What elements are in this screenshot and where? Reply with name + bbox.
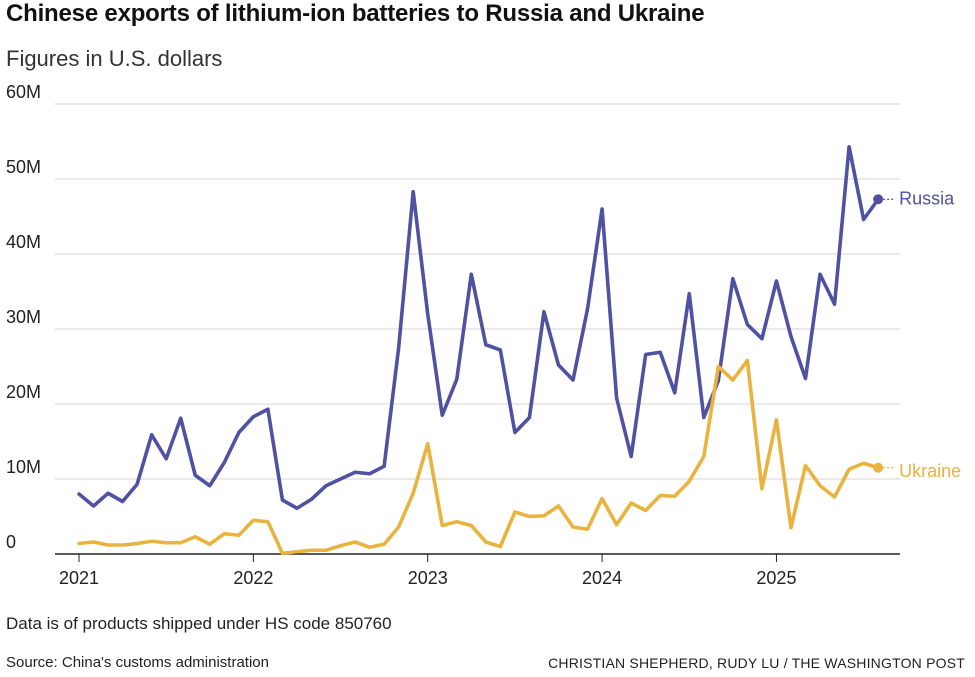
x-tick-label: 2025 (756, 568, 796, 588)
series-line-ukraine (77, 358, 880, 556)
gridlines (55, 103, 900, 480)
chart-subtitle: Figures in U.S. dollars (6, 46, 223, 71)
chart-title: Chinese exports of lithium-ion batteries… (6, 0, 705, 27)
end-marker-russia (873, 194, 884, 205)
x-axis: 2021 2022 2023 2024 2025 (55, 553, 900, 588)
series-label-ukraine: Ukraine (899, 461, 961, 481)
x-tick-label: 2022 (233, 568, 273, 588)
series-line-russia (77, 144, 880, 511)
credit-line: CHRISTIAN SHEPHERD, RUDY LU / THE WASHIN… (548, 655, 965, 671)
y-axis-labels: 0 10M 20M 30M 40M 50M 60M (6, 82, 41, 552)
x-tick-label: 2024 (582, 568, 622, 588)
x-tick-label: 2021 (59, 568, 99, 588)
series-lines (77, 144, 880, 556)
series-labels: Russia Ukraine (873, 188, 961, 481)
end-marker-ukraine (873, 462, 884, 473)
y-tick-label: 20M (6, 382, 41, 402)
y-tick-label: 60M (6, 82, 41, 102)
x-tick-label: 2023 (408, 568, 448, 588)
source-note: Source: China's customs administration (6, 654, 269, 671)
data-note: Data is of products shipped under HS cod… (6, 614, 392, 633)
y-tick-label: 0 (6, 532, 16, 552)
y-tick-label: 50M (6, 157, 41, 177)
series-label-russia: Russia (899, 188, 955, 208)
y-tick-label: 40M (6, 232, 41, 252)
y-tick-label: 10M (6, 457, 41, 477)
y-tick-label: 30M (6, 307, 41, 327)
